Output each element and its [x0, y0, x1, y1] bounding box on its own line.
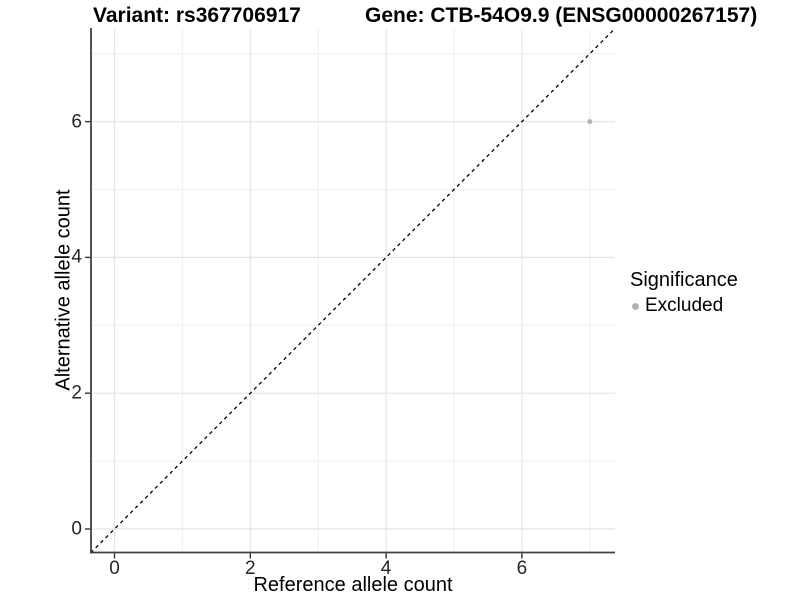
- legend-item-label: Excluded: [645, 295, 724, 316]
- y-tick-label: 0: [71, 518, 82, 540]
- excluded-point-icon: [632, 302, 639, 310]
- legend-item-excluded: Excluded: [632, 295, 738, 317]
- data-point: [587, 119, 593, 125]
- identity-reference-line: [90, 29, 615, 554]
- x-tick-label: 4: [380, 558, 392, 579]
- legend-title: Significance: [630, 269, 738, 291]
- x-tick-label: 6: [516, 558, 528, 579]
- legend: Significance Excluded: [630, 269, 738, 317]
- x-tick-label: 0: [109, 558, 120, 579]
- plot-title-variant: Variant: rs367706917: [93, 4, 301, 27]
- y-tick-label: 6: [71, 111, 82, 133]
- x-tick-label: 2: [245, 558, 256, 579]
- y-tick-label: 2: [71, 382, 82, 404]
- y-tick-label: 4: [71, 246, 82, 268]
- plot-title-gene: Gene: CTB-54O9.9 (ENSG00000267157): [365, 4, 758, 27]
- x-axis-title: Reference allele count: [253, 574, 453, 596]
- y-axis-title: Alternative allele count: [52, 189, 75, 391]
